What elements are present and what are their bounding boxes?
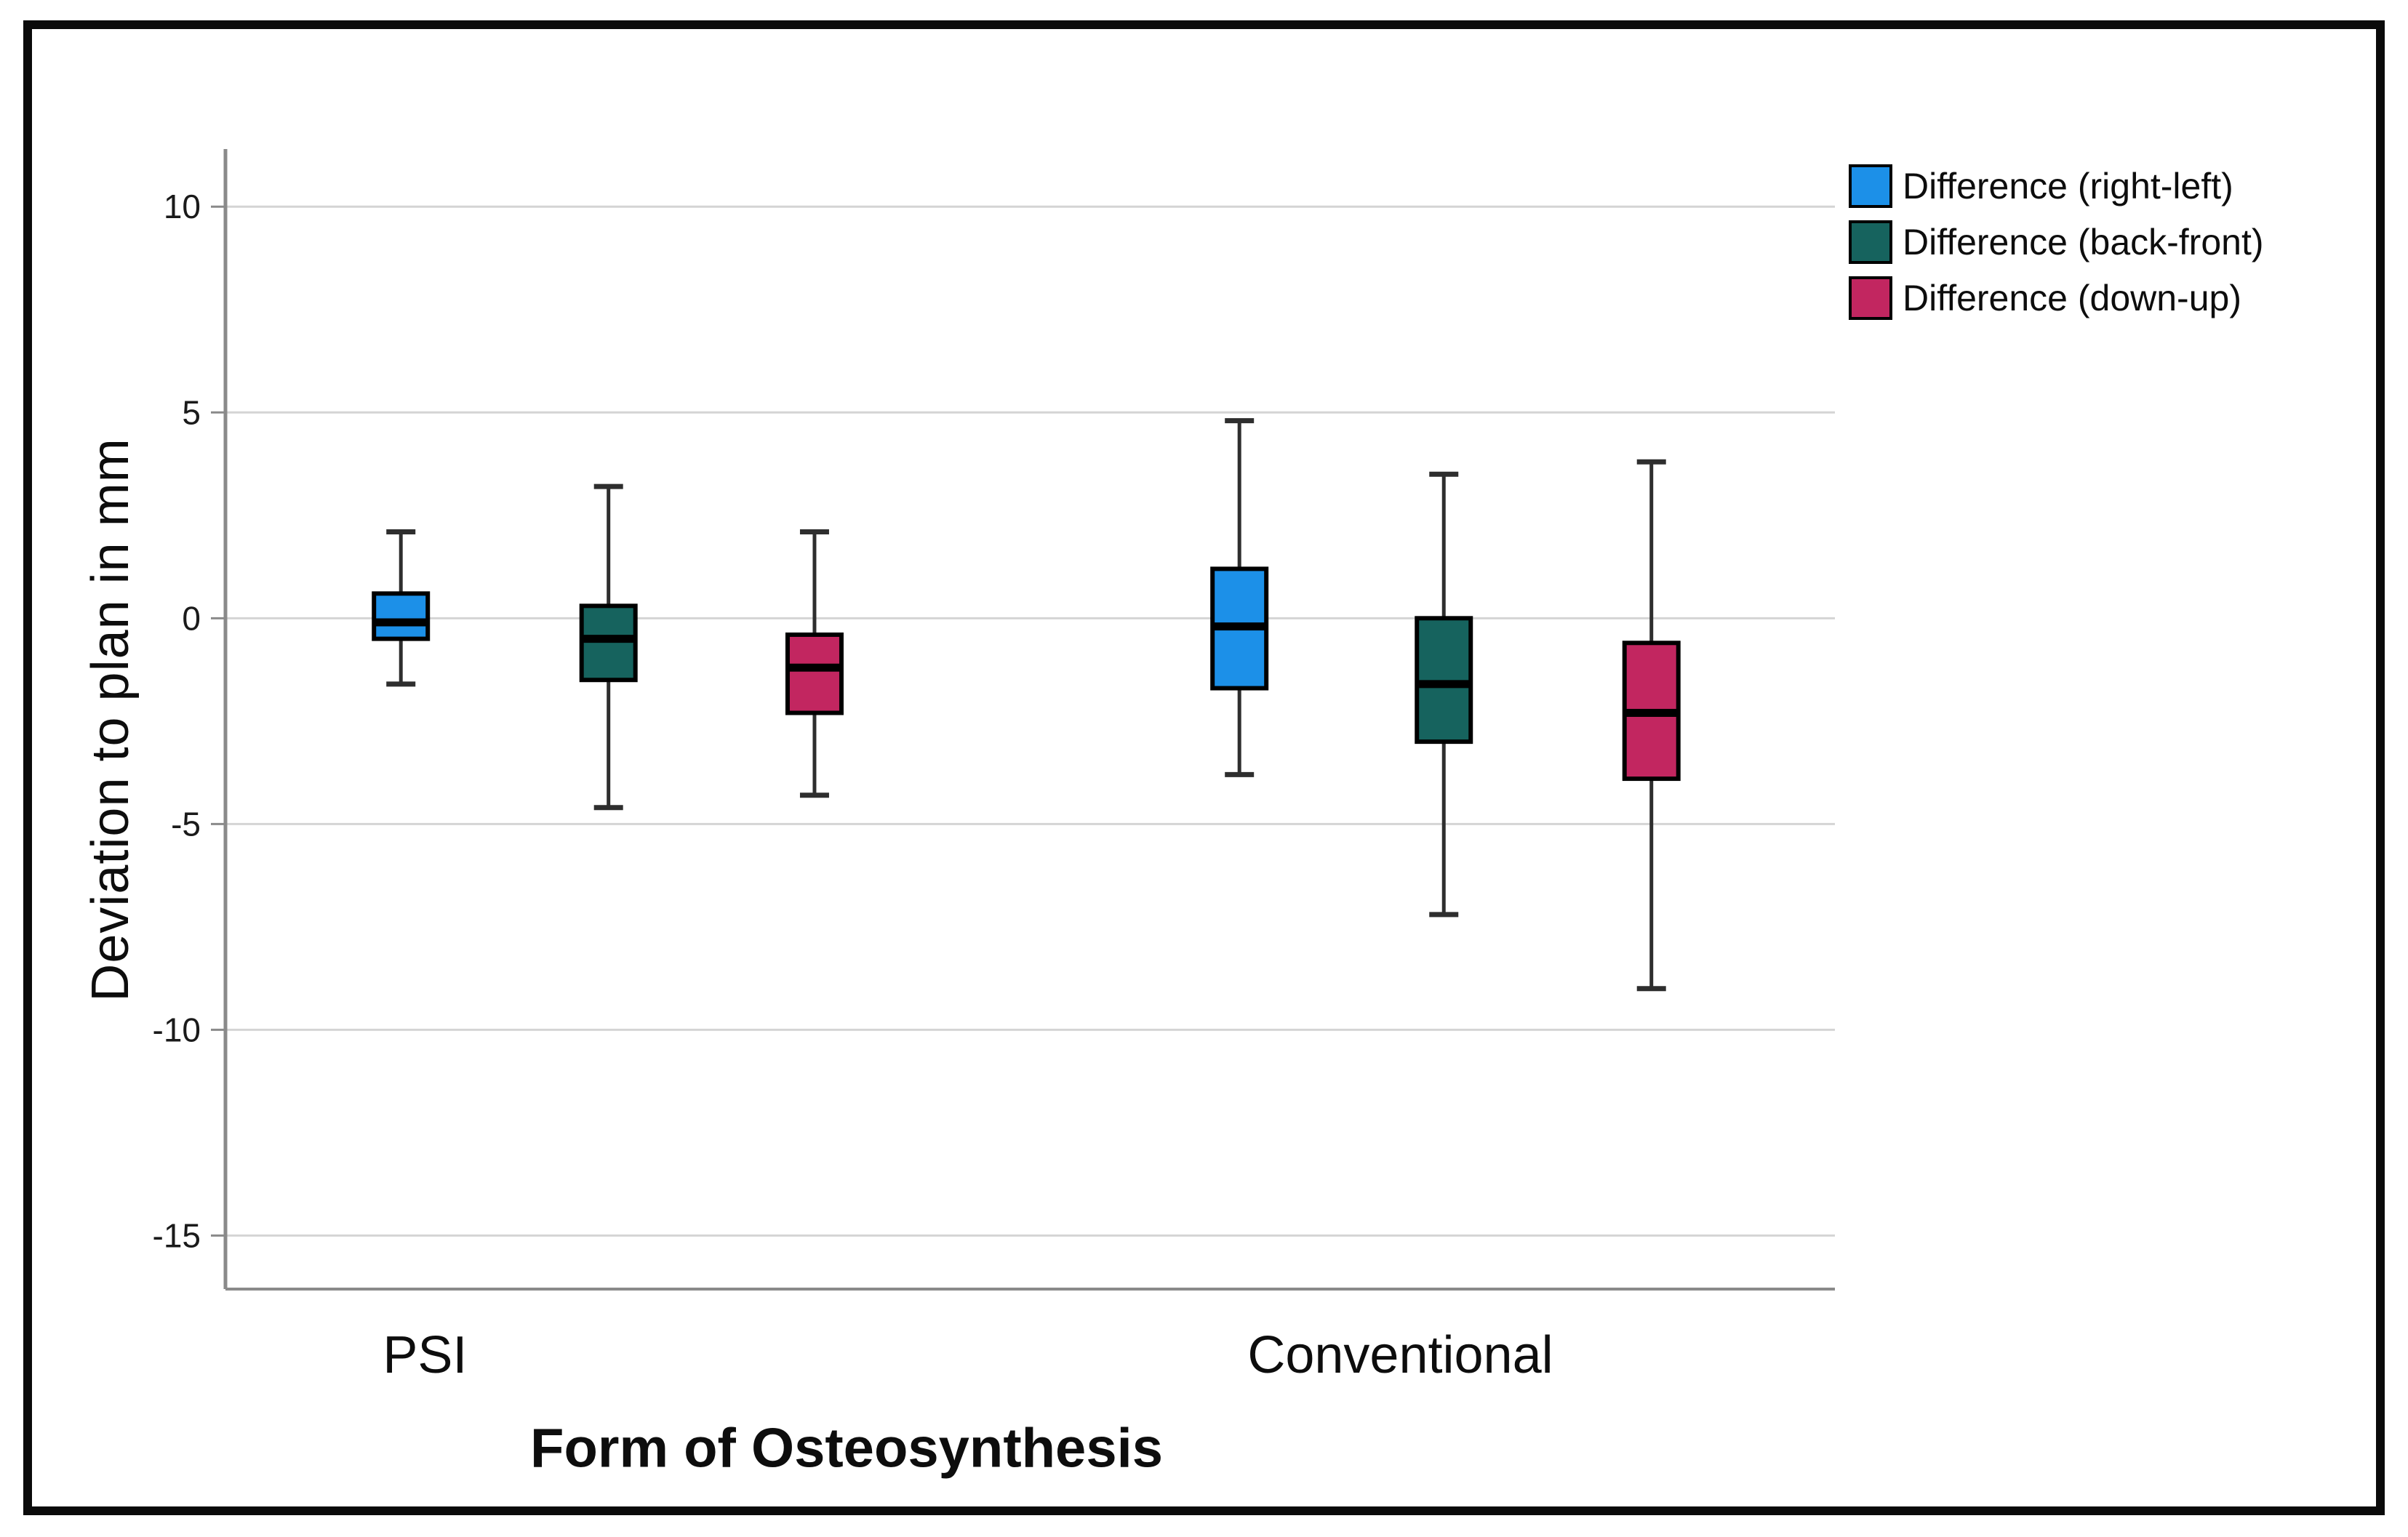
y-tick-label: -10 xyxy=(153,1011,201,1048)
x-axis-title: Form of Osteosynthesis xyxy=(530,1417,1163,1480)
figure-border xyxy=(23,20,2385,1515)
legend-item: Difference (right-left) xyxy=(1849,164,2263,208)
legend-label: Difference (back-front) xyxy=(1903,221,2264,262)
category-label-psi: PSI xyxy=(383,1326,467,1384)
y-tick-label: 0 xyxy=(182,599,201,637)
legend-item: Difference (down-up) xyxy=(1849,276,2263,320)
box-conventional-2 xyxy=(1415,616,1473,745)
legend-item: Difference (back-front) xyxy=(1849,220,2263,264)
box-psi-3 xyxy=(785,632,844,715)
y-tick-label: 5 xyxy=(182,393,201,431)
legend: Difference (right-left) Difference (back-… xyxy=(1849,164,2263,320)
legend-label: Difference (right-left) xyxy=(1903,165,2233,206)
box-psi-2 xyxy=(579,603,638,683)
y-axis-title: Deviation to plan in mm xyxy=(81,438,140,1002)
legend-label: Difference (down-up) xyxy=(1903,277,2241,318)
box-psi-1 xyxy=(372,591,431,641)
category-label-conventional: Conventional xyxy=(1247,1326,1553,1384)
y-tick-label: -5 xyxy=(171,805,201,843)
legend-swatch-icon xyxy=(1849,164,1892,208)
legend-swatch-icon xyxy=(1849,220,1892,264)
y-tick-label: 10 xyxy=(164,188,201,225)
y-tick-label: -15 xyxy=(153,1216,201,1254)
legend-swatch-icon xyxy=(1849,276,1892,320)
